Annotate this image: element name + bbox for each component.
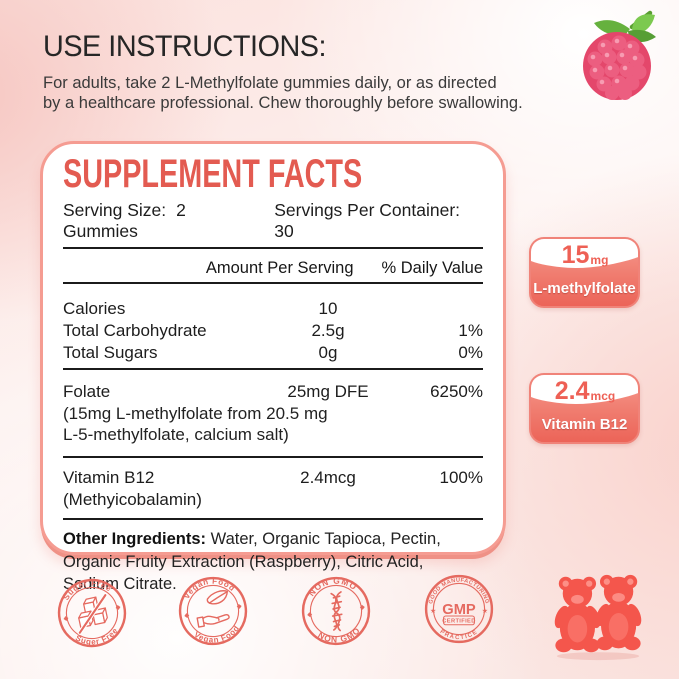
use-instructions-body: For adults, take 2 L-Methylfolate gummie… bbox=[43, 73, 543, 113]
nutrient-amount: 2.5g bbox=[311, 321, 345, 340]
serving-row: Serving Size: 2 Gummies Servings Per Cont… bbox=[63, 200, 483, 242]
serving-size: Serving Size: 2 Gummies bbox=[63, 200, 274, 242]
use-instructions-line1: For adults, take 2 L-Methylfolate gummie… bbox=[43, 74, 497, 92]
divider-rule bbox=[63, 518, 483, 520]
divider-rule bbox=[63, 247, 483, 249]
folate-block: Folate 25mg DFE 6250% (15mg L-methylfola… bbox=[63, 381, 483, 445]
badge-wave bbox=[531, 375, 638, 404]
raspberry-berry bbox=[583, 32, 651, 100]
stamp-non-gmo: NON GMO NON GMO bbox=[301, 576, 371, 646]
sugar-cubes-icon bbox=[77, 593, 108, 635]
svg-text:NON GMO: NON GMO bbox=[315, 624, 363, 646]
gmp-certified-text: CERTIFIED bbox=[442, 619, 475, 625]
use-instructions-title: USE INSTRUCTIONS: bbox=[43, 30, 327, 63]
gummy-bear-left bbox=[554, 576, 601, 653]
nutrient-name: Total Carbohydrate bbox=[63, 321, 207, 340]
badge-value: 2.4mcg bbox=[531, 377, 638, 406]
stamp-top-text: GOOD MANUFACTURING bbox=[428, 578, 489, 605]
svg-text:GOOD MANUFACTURING: GOOD MANUFACTURING bbox=[428, 578, 490, 605]
supplement-facts-title: SUPPLEMENT FACTS bbox=[63, 152, 363, 196]
gmp-seal-icon: GMP CERTIFIED ★ ★ bbox=[430, 602, 488, 626]
divider-rule bbox=[63, 368, 483, 370]
badge-number: 2.4 bbox=[554, 377, 590, 405]
nutrient-amount: 10 bbox=[318, 299, 338, 318]
dna-icon bbox=[330, 591, 343, 632]
use-instructions-section: USE INSTRUCTIONS: For adults, take 2 L-M… bbox=[43, 30, 543, 113]
serving-size-label: Serving Size: bbox=[63, 200, 167, 220]
serving-size-value: 2 Gummies bbox=[63, 200, 186, 241]
nutrient-name: Calories bbox=[63, 299, 126, 318]
nutrient-row-sugars: Total Sugars 0g 0% bbox=[63, 342, 483, 364]
nutrient-row-folate: Folate 25mg DFE 6250% bbox=[63, 381, 483, 403]
folate-note-line2: L-5-methylfolate, calcium salt) bbox=[63, 425, 289, 444]
nutrient-dv: 1% bbox=[458, 321, 483, 340]
nutrient-row-carbohydrate: Total Carbohydrate 2.5g 1% bbox=[63, 320, 483, 342]
servings-per-container: Servings Per Container: 30 bbox=[274, 200, 461, 241]
amount-per-serving-header: Amount Per Serving bbox=[205, 259, 354, 277]
nutrient-dv: 6250% bbox=[430, 382, 483, 401]
daily-value-header: % Daily Value bbox=[381, 259, 484, 277]
svg-text:★: ★ bbox=[430, 607, 436, 615]
divider-rule bbox=[63, 456, 483, 458]
dosage-badge-l-methylfolate: 15mg L-methylfolate bbox=[529, 237, 640, 308]
stamp-vegan-food: Vegan Food Vegan Food bbox=[178, 576, 248, 646]
hand-leaf-icon bbox=[196, 590, 230, 628]
nutrient-name: Vitamin B12 (Methyicobalamin) bbox=[63, 468, 202, 509]
dosage-badge-vitamin-b12: 2.4mcg Vitamin B12 bbox=[529, 373, 640, 444]
badge-unit: mg bbox=[590, 253, 609, 267]
other-ingredients: Other Ingredients: Water, Organic Tapioc… bbox=[63, 528, 483, 596]
nutrient-amount: 25mg DFE bbox=[287, 382, 369, 401]
folate-note-line1: (15mg L-methylfolate from 20.5 mg bbox=[63, 404, 328, 423]
gmp-center-text: GMP bbox=[442, 602, 476, 618]
nutrient-amount: 2.4mcg bbox=[300, 468, 356, 487]
nutrient-name: Total Sugars bbox=[63, 343, 158, 362]
stamp-sugar-free: Suger Free Suger Free bbox=[57, 578, 127, 648]
table-header-row: Amount Per Serving % Daily Value bbox=[63, 258, 483, 279]
svg-text:★: ★ bbox=[482, 607, 488, 615]
raspberry-illustration bbox=[583, 10, 656, 100]
nutrient-amount: 0g bbox=[318, 343, 338, 362]
nutrient-dv: 0% bbox=[458, 343, 483, 362]
nutrient-dv bbox=[403, 298, 483, 320]
supplement-facts-panel: SUPPLEMENT FACTS Serving Size: 2 Gummies … bbox=[40, 141, 506, 593]
divider-rule bbox=[63, 282, 483, 284]
badge-value: 15mg bbox=[531, 241, 638, 270]
badge-label: L-methylfolate bbox=[533, 280, 636, 297]
nutrient-row-b12: Vitamin B12 (Methyicobalamin) 2.4mcg 100… bbox=[63, 467, 483, 511]
badge-label: Vitamin B12 bbox=[541, 416, 628, 433]
use-instructions-line2: by a healthcare professional. Chew thoro… bbox=[43, 94, 523, 112]
gummy-bears-illustration bbox=[554, 574, 642, 661]
badge-number: 15 bbox=[561, 241, 590, 269]
nutrient-row-calories: Calories 10 bbox=[63, 298, 483, 320]
stamp-gmp-certified: GOOD MANUFACTURING PRACTICE GMP CERTIFIE… bbox=[424, 574, 494, 644]
other-ingredients-label: Other Ingredients: bbox=[63, 530, 207, 548]
nutrient-rows: Calories 10 Total Carbohydrate 2.5g 1% T… bbox=[63, 298, 483, 364]
other-ingredients-text: Water, Organic Tapioca, Pectin, Organic … bbox=[63, 530, 441, 593]
badge-wave bbox=[531, 239, 638, 268]
badge-unit: mcg bbox=[590, 389, 616, 403]
stamp-bottom-text: NON GMO bbox=[315, 624, 363, 646]
nutrient-dv: 100% bbox=[439, 468, 483, 487]
nutrient-name: Folate bbox=[63, 382, 111, 401]
gummy-bear-right bbox=[595, 574, 642, 651]
